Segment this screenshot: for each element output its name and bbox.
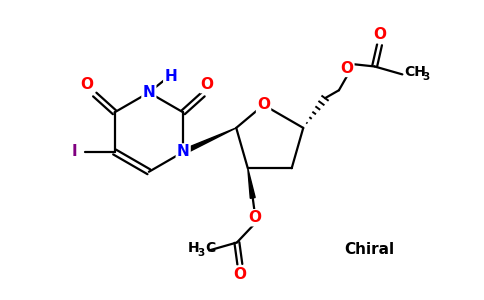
Text: O: O [248, 210, 261, 225]
Text: O: O [373, 27, 386, 42]
Text: C: C [205, 242, 215, 255]
Text: N: N [142, 85, 155, 100]
Text: I: I [72, 145, 78, 160]
Text: Chiral: Chiral [344, 242, 394, 256]
Text: 3: 3 [422, 72, 429, 82]
Text: H: H [164, 69, 177, 84]
Text: H: H [187, 242, 199, 255]
Text: O: O [80, 77, 93, 92]
Text: O: O [233, 267, 246, 282]
Text: O: O [340, 61, 353, 76]
Text: N: N [177, 145, 190, 160]
Text: 3: 3 [197, 248, 205, 258]
Polygon shape [248, 168, 255, 198]
Text: O: O [200, 77, 213, 92]
Text: CH: CH [404, 65, 426, 80]
Text: O: O [257, 98, 270, 112]
Polygon shape [182, 128, 236, 154]
